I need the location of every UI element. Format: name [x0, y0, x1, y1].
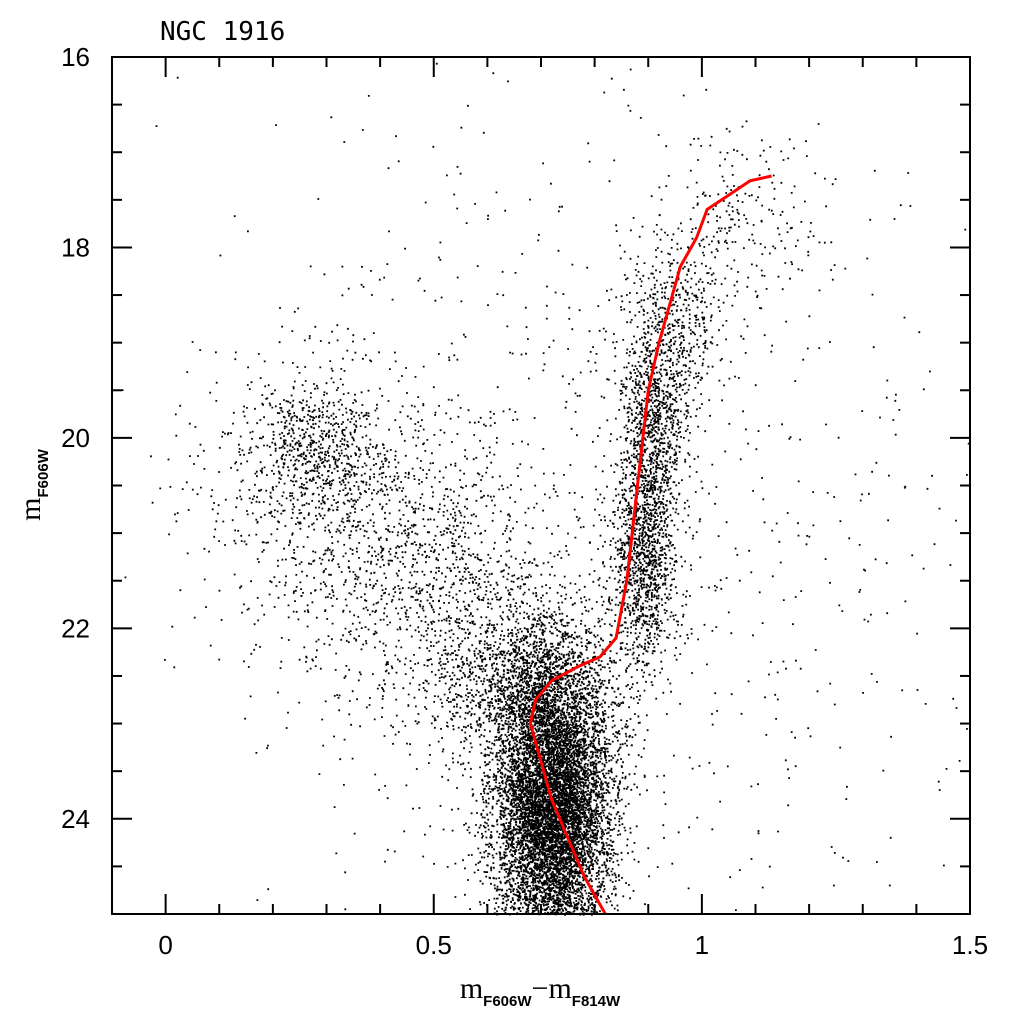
y-tick-label: 16 [61, 42, 90, 72]
isochrone-line [528, 174, 772, 915]
y-axis-label: mF606W [14, 448, 52, 521]
x-tick-labels: 0 0.5 1 1.5 [158, 930, 988, 960]
x-tick-label: 1.5 [952, 930, 988, 960]
y-tick-labels: 16 18 20 22 24 [61, 42, 90, 834]
scatter-dots [121, 62, 970, 916]
y-tick-label: 20 [61, 423, 90, 453]
x-tick-label: 0.5 [416, 930, 452, 960]
x-tick-label: 1 [695, 930, 709, 960]
chart-title: NGC 1916 [160, 17, 285, 47]
x-axis-label: mF606W−mF814W [460, 972, 621, 1010]
y-tick-label: 24 [61, 804, 90, 834]
axis-ticks [111, 56, 971, 915]
y-tick-label: 18 [61, 232, 90, 262]
y-tick-label: 22 [61, 613, 90, 643]
scatter-points [121, 62, 970, 916]
x-tick-label: 0 [158, 930, 172, 960]
